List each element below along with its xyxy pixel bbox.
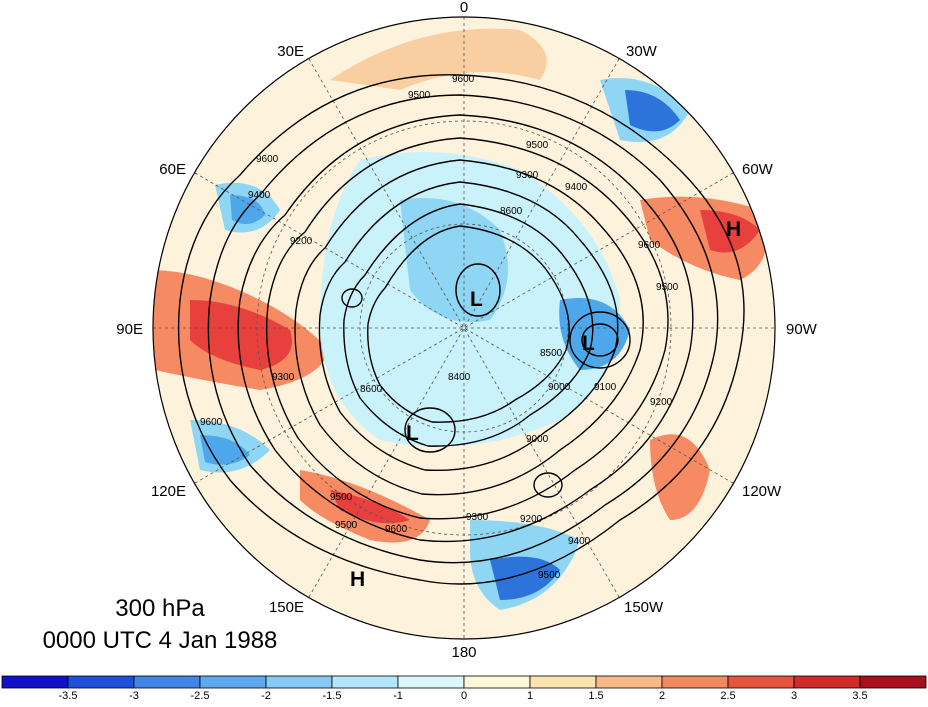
colorbar-swatch [331, 675, 399, 689]
low-center-marker: L [406, 422, 419, 445]
colorbar-swatch [595, 675, 663, 689]
colorbar-tick-label: 1 [527, 690, 533, 702]
colorbar-swatch [529, 675, 597, 689]
colorbar: -3.5 -3 -2.5 -2 -1.5 -1 0 1 1.5 2 2.5 3 3.5 [1, 675, 927, 702]
low-center-marker: L [582, 332, 595, 355]
colorbar-tick-label: -1 [393, 690, 403, 702]
colorbar-swatch [463, 675, 531, 689]
lon-label-90e: 90E [116, 321, 143, 338]
contour-label: 9200 [650, 397, 673, 408]
colorbar-swatch [793, 675, 861, 689]
colorbar-tick-label: 3.5 [852, 690, 867, 702]
lon-label-120w: 120W [742, 483, 782, 500]
colorbar-swatch [661, 675, 729, 689]
time-caption: 0000 UTC 4 Jan 1988 [43, 627, 278, 654]
contour-label: 9500 [538, 570, 561, 581]
pressure-centers: H H L L L [350, 218, 741, 591]
contour-label: 8500 [540, 348, 563, 359]
level-caption: 300 hPa [115, 595, 205, 622]
contour-label: 9600 [256, 154, 279, 165]
contour-label: 9100 [594, 382, 617, 393]
contour-labels: 9600 9500 9500 9400 9300 8600 9600 9400 … [200, 74, 679, 581]
contour-label: 9400 [565, 182, 588, 193]
lon-label-180: 180 [451, 644, 476, 661]
colorbar-swatch [1, 675, 69, 689]
lon-label-120e: 120E [151, 483, 186, 500]
map-boundary [152, 16, 776, 640]
contour-label: 8400 [448, 372, 471, 383]
contour-label: 9500 [408, 90, 431, 101]
contour-label: 9500 [330, 492, 353, 503]
contour-label: 9200 [290, 236, 313, 247]
lon-label-60w: 60W [742, 161, 774, 178]
colorbar-tick-label: 0 [461, 690, 467, 702]
contour-label: 9200 [520, 514, 543, 525]
colorbar-swatch [727, 675, 795, 689]
contour-label: 9500 [656, 282, 679, 293]
lon-label-30e: 30E [277, 43, 304, 60]
colorbar-swatch [133, 675, 201, 689]
contour-label: 8600 [360, 384, 383, 395]
high-center-marker: H [726, 218, 741, 241]
colorbar-tick-label: -1.5 [323, 690, 342, 702]
colorbar-tick-label: 2 [659, 690, 665, 702]
colorbar-swatch [265, 675, 333, 689]
contour-label: 9400 [568, 536, 591, 547]
contour-label: 9400 [248, 190, 271, 201]
lon-label-0: 0 [460, 0, 468, 16]
colorbar-swatch [199, 675, 267, 689]
colorbar-tick-label: 3 [791, 690, 797, 702]
contour-label: 9600 [638, 240, 661, 251]
height-contours [177, 74, 745, 585]
contour-label: 9600 [200, 417, 223, 428]
lon-label-150w: 150W [624, 599, 664, 616]
anomaly-shading [153, 17, 775, 639]
colorbar-swatch [859, 675, 927, 689]
contour-label: 9600 [452, 74, 475, 85]
colorbar-tick-label: 1.5 [588, 690, 603, 702]
colorbar-tick-label: 2.5 [720, 690, 735, 702]
colorbar-tick-label: -3 [129, 690, 139, 702]
contour-label: 9300 [466, 512, 489, 523]
contour-label: 9000 [526, 434, 549, 445]
colorbar-tick-label: -2.5 [191, 690, 210, 702]
longitude-labels: 0 30W 60W 90W 120W 150W 180 150E 120E 90… [116, 0, 817, 661]
lon-label-90w: 90W [786, 321, 818, 338]
low-center-marker: L [470, 288, 483, 311]
lon-label-30w: 30W [626, 43, 658, 60]
graticule [153, 17, 775, 639]
contour-label: 9600 [385, 524, 408, 535]
lon-label-60e: 60E [159, 161, 186, 178]
colorbar-swatch [67, 675, 135, 689]
contour-label: 9300 [272, 372, 295, 383]
high-center-marker: H [350, 568, 365, 591]
colorbar-tick-label: -2 [261, 690, 271, 702]
contour-label: 9500 [335, 520, 358, 531]
contour-label: 9000 [548, 382, 571, 393]
contour-label: 9300 [516, 170, 539, 181]
colorbar-swatch [397, 675, 465, 689]
lon-label-150e: 150E [269, 599, 304, 616]
colorbar-tick-label: -3.5 [59, 690, 78, 702]
contour-label: 8600 [500, 206, 523, 217]
contour-label: 9500 [526, 140, 549, 151]
